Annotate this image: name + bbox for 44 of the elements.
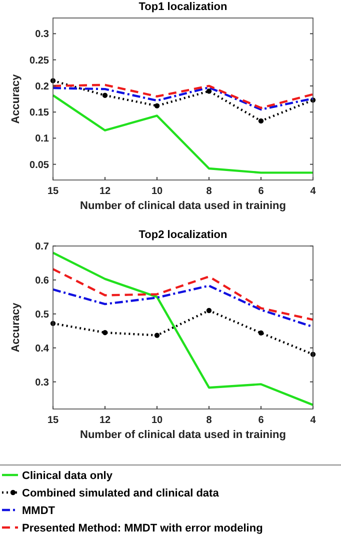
x-tick-label: 10 — [151, 186, 163, 197]
point — [206, 88, 212, 94]
x-tick-label: 6 — [258, 186, 264, 197]
legend-label: Presented Method: MMDT with error modeling — [22, 522, 263, 534]
chart-title: Top1 localization — [138, 1, 228, 13]
y-tick-label: 0.1 — [35, 134, 50, 145]
point — [154, 103, 160, 108]
line-series — [52, 94, 314, 174]
point — [258, 118, 264, 124]
x-tick-label: 4 — [310, 186, 316, 197]
x-tick-label: 15 — [47, 415, 59, 426]
y-tick-label: 0.2 — [35, 81, 50, 92]
x-tick-label: 4 — [310, 415, 316, 426]
y-axis-title: Accuracy — [10, 302, 22, 352]
chart-title: Top2 localization — [138, 229, 228, 241]
y-tick-label: 0.15 — [30, 108, 50, 119]
x-tick-label: 12 — [99, 415, 111, 426]
x-tick-label: 6 — [258, 415, 264, 426]
y-tick-label: 0.05 — [30, 160, 50, 171]
y-tick-label: 0.3 — [35, 29, 50, 40]
y-tick-label: 0.7 — [35, 242, 50, 252]
legend-label: MMDT — [22, 504, 56, 517]
y-tick-label: 0.3 — [35, 377, 50, 388]
x-axis-title: Number of clinical data used in training — [80, 429, 286, 441]
x-tick-label: 12 — [99, 186, 111, 197]
line-series — [52, 252, 314, 406]
point — [206, 308, 212, 314]
x-tick-label: 8 — [206, 415, 212, 426]
point — [154, 332, 160, 338]
y-tick-label: 0.6 — [35, 275, 50, 286]
point — [258, 330, 264, 336]
legend-label: Clinical data only — [22, 470, 114, 482]
y-axis-title: Accuracy — [10, 73, 22, 124]
x-tick-label: 15 — [47, 186, 59, 197]
x-axis-title: Number of clinical data used in training — [80, 200, 286, 212]
point — [102, 92, 108, 98]
x-tick-label: 10 — [151, 415, 163, 426]
line-series — [52, 268, 314, 321]
point — [102, 330, 108, 336]
legend-label: Combined simulated and clinical data — [22, 487, 220, 500]
x-tick-label: 8 — [206, 186, 212, 197]
y-tick-label: 0.5 — [35, 309, 50, 320]
y-tick-label: 0.4 — [35, 343, 50, 354]
y-tick-label: 0.25 — [30, 55, 50, 66]
